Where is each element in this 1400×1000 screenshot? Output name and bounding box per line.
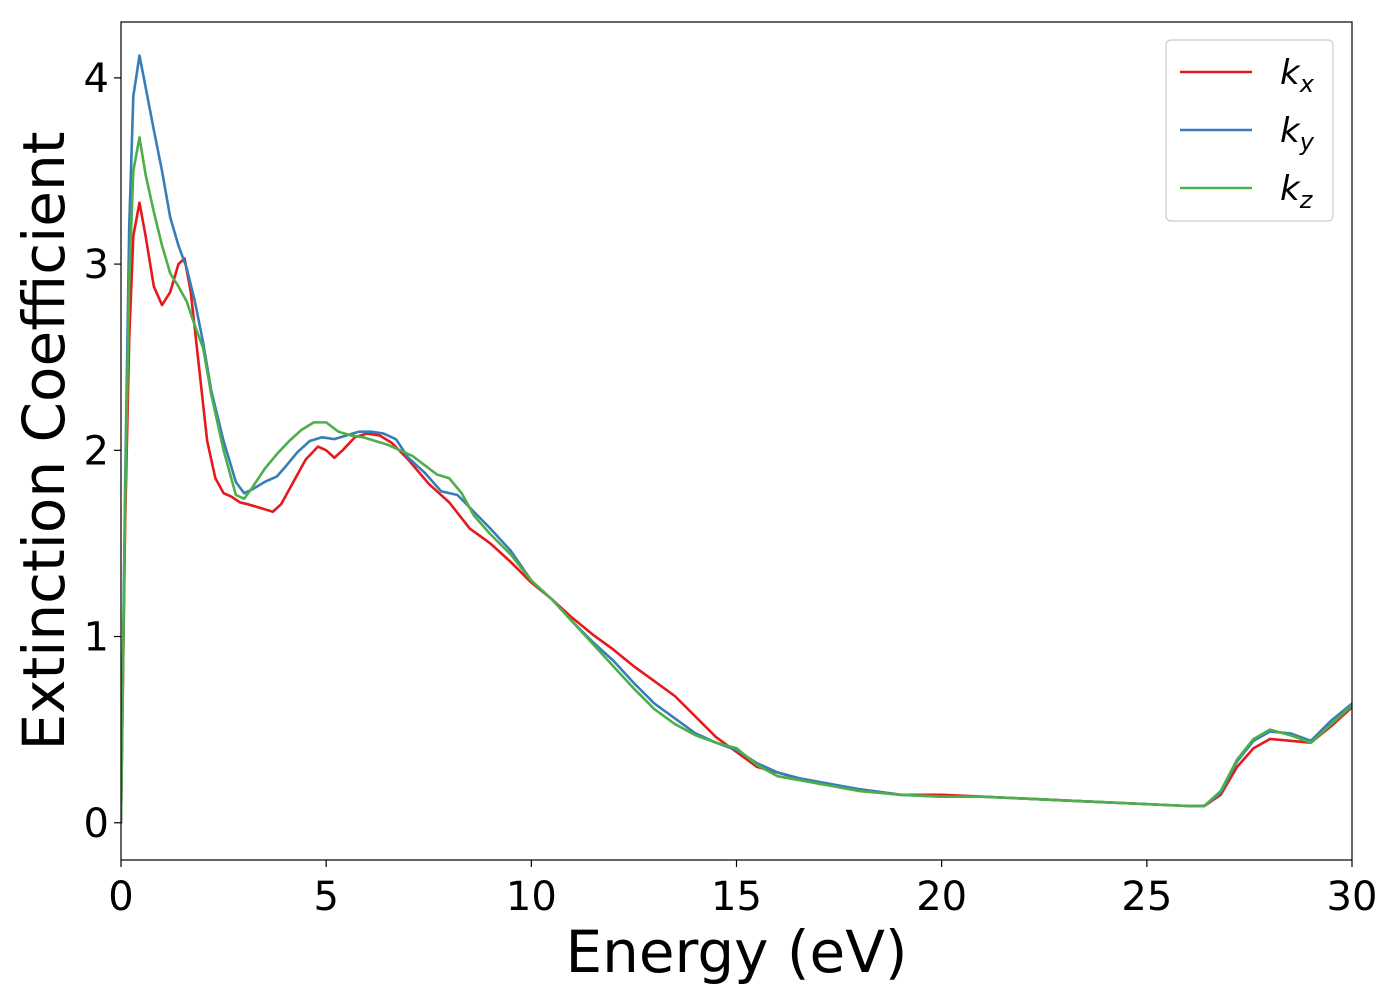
x-tick-label: 10 bbox=[506, 874, 557, 920]
x-axis: 0 5 10 15 20 25 30 bbox=[108, 860, 1377, 920]
series-line-k-z bbox=[121, 136, 1352, 825]
y-axis: 0 1 2 3 4 bbox=[84, 56, 121, 847]
legend-label-k-z: kz bbox=[1280, 169, 1314, 214]
y-tick-label: 1 bbox=[84, 615, 109, 661]
y-tick-label: 0 bbox=[84, 801, 109, 847]
x-tick-label: 15 bbox=[711, 874, 762, 920]
x-tick-label: 0 bbox=[108, 874, 133, 920]
x-tick-label: 30 bbox=[1327, 874, 1378, 920]
legend-label-k-x: kx bbox=[1280, 53, 1315, 98]
x-tick-label: 25 bbox=[1121, 874, 1172, 920]
plot-area bbox=[120, 21, 1353, 861]
y-axis-title: Extinction Coefficient bbox=[10, 132, 78, 751]
y-tick-label: 2 bbox=[84, 428, 109, 474]
legend-label-k-y: ky bbox=[1280, 111, 1315, 156]
x-axis-title: Energy (eV) bbox=[565, 918, 907, 986]
x-tick-label: 20 bbox=[916, 874, 967, 920]
legend: kx ky kz bbox=[1165, 39, 1334, 222]
y-tick-label: 3 bbox=[84, 242, 109, 288]
x-tick-label: 5 bbox=[313, 874, 338, 920]
y-tick-label: 4 bbox=[84, 56, 109, 102]
